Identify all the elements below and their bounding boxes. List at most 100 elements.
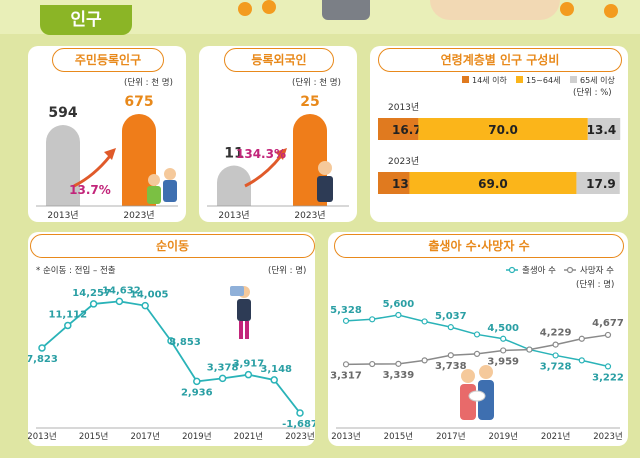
stack-segment xyxy=(587,118,621,140)
birth-line xyxy=(345,314,609,368)
page-title: 인구 xyxy=(40,5,132,35)
data-point xyxy=(369,316,376,323)
data-point xyxy=(89,300,98,308)
legend-label: 출생아 수 xyxy=(522,265,556,276)
data-point xyxy=(578,335,585,342)
data-label: 7,823 xyxy=(28,354,58,365)
foreign-unit: (단위 : 천 명) xyxy=(292,78,341,88)
x-tick-label: 2019년 xyxy=(182,431,211,442)
decor-fruit-icon xyxy=(560,2,574,16)
arrow-head-icon xyxy=(275,148,287,160)
person-body-icon xyxy=(317,176,333,202)
data-point xyxy=(447,324,454,331)
x-tick-label: 2015년 xyxy=(384,431,413,442)
data-label: 3,222 xyxy=(592,372,624,383)
data-label: 2,936 xyxy=(181,387,213,398)
x-tick-label: 2017년 xyxy=(130,431,159,442)
data-label: 3,728 xyxy=(540,361,572,372)
data-label: 4,229 xyxy=(540,328,572,339)
data-label: 3,917 xyxy=(233,359,265,370)
legend-label: 사망자 수 xyxy=(580,265,614,276)
birth-title: 출생아 수·사망자 수 xyxy=(334,234,624,258)
x-tick-label: 2023년 xyxy=(593,431,622,442)
person-leg-icon xyxy=(239,321,243,339)
bar-value-label: 675 xyxy=(124,94,153,110)
growth-arrow-icon xyxy=(244,155,283,188)
resident-title: 주민등록인구 xyxy=(52,48,164,72)
data-point xyxy=(342,361,350,368)
data-point xyxy=(578,357,585,364)
data-label: 14,632 xyxy=(102,285,141,296)
data-label: 3,148 xyxy=(260,364,292,375)
age-chart: 14세 이하 15~64세 65세 이상 2013년 16.7 70.0 13.4 2023년… xyxy=(378,75,621,194)
x-tick-label: 2015년 xyxy=(79,431,108,442)
data-point xyxy=(167,337,175,345)
data-point xyxy=(193,377,201,386)
arrow-head-icon xyxy=(104,148,116,160)
building-icon xyxy=(322,0,370,20)
x-tick-label: 2017년 xyxy=(436,431,465,442)
x-tick-label: 2023년 xyxy=(123,210,154,221)
x-tick-label: 2013년 xyxy=(331,431,360,442)
data-label: 11,112 xyxy=(49,309,88,320)
segment-value-label: 17.9 xyxy=(586,177,616,191)
bar xyxy=(217,165,251,206)
bar-value-label: 594 xyxy=(48,105,77,121)
growth-rate: 134.3% xyxy=(236,147,286,161)
birth-chart: 출생아 수 사망자 수 5,328 5,600 5,037 4,500 3,728 3,222… xyxy=(330,265,624,442)
bar xyxy=(46,125,80,206)
death-line xyxy=(345,334,609,366)
data-label: 3,317 xyxy=(330,370,362,381)
baby-icon xyxy=(468,390,486,402)
data-point xyxy=(473,331,481,338)
legend-marker xyxy=(508,266,516,274)
father-icon xyxy=(479,365,493,379)
growth-rate: 13.7% xyxy=(69,183,111,197)
age-unit: (단위 : %) xyxy=(573,88,612,98)
growth-arrow-icon xyxy=(73,155,112,188)
data-point xyxy=(64,321,72,330)
data-point xyxy=(218,374,227,383)
data-label: 3,339 xyxy=(383,370,415,381)
father-body-icon xyxy=(478,380,494,420)
data-point xyxy=(604,331,612,339)
data-label: 4,677 xyxy=(592,318,624,329)
legend-swatch xyxy=(516,76,523,83)
legend-swatch xyxy=(462,76,469,83)
stack-segment xyxy=(418,118,588,140)
data-point xyxy=(604,363,612,370)
resident-chart: 594 2013년 675 2023년 13.7% xyxy=(36,94,178,221)
segment-value-label: 69.0 xyxy=(478,177,508,191)
bar xyxy=(122,114,156,206)
legend-label: 14세 이하 xyxy=(472,75,507,85)
x-tick-label: 2013년 xyxy=(47,210,78,221)
data-point xyxy=(141,301,149,310)
decor-fruit-icon xyxy=(604,4,618,18)
data-label: 5,600 xyxy=(383,299,415,310)
data-point xyxy=(296,409,304,417)
person-body-icon xyxy=(163,180,177,202)
data-point xyxy=(38,344,46,352)
person-leg-icon xyxy=(245,321,249,339)
data-label: -1,687 xyxy=(282,419,315,430)
x-tick-label: 2013년 xyxy=(28,431,57,442)
data-label: 5,037 xyxy=(435,311,467,322)
data-point xyxy=(342,317,350,324)
bar-value-label: 11 xyxy=(224,146,243,162)
legend-marker xyxy=(566,266,574,274)
migration-title: 순이동 xyxy=(30,234,315,258)
data-label: 4,500 xyxy=(487,323,519,334)
data-point xyxy=(244,370,253,379)
data-point xyxy=(421,357,428,364)
child-icon xyxy=(148,174,160,186)
data-point xyxy=(115,297,124,306)
legend-swatch xyxy=(570,76,577,83)
foreign-chart: 11 2013년 25 2023년 134.3% xyxy=(207,94,349,221)
child-body-icon xyxy=(147,186,161,204)
foreign-title: 등록외국인 xyxy=(224,48,334,72)
data-point xyxy=(500,335,507,342)
legend-label: 65세 이상 xyxy=(580,75,615,85)
data-point xyxy=(500,347,507,354)
x-tick-label: 2021년 xyxy=(541,431,570,442)
data-point xyxy=(369,360,376,368)
